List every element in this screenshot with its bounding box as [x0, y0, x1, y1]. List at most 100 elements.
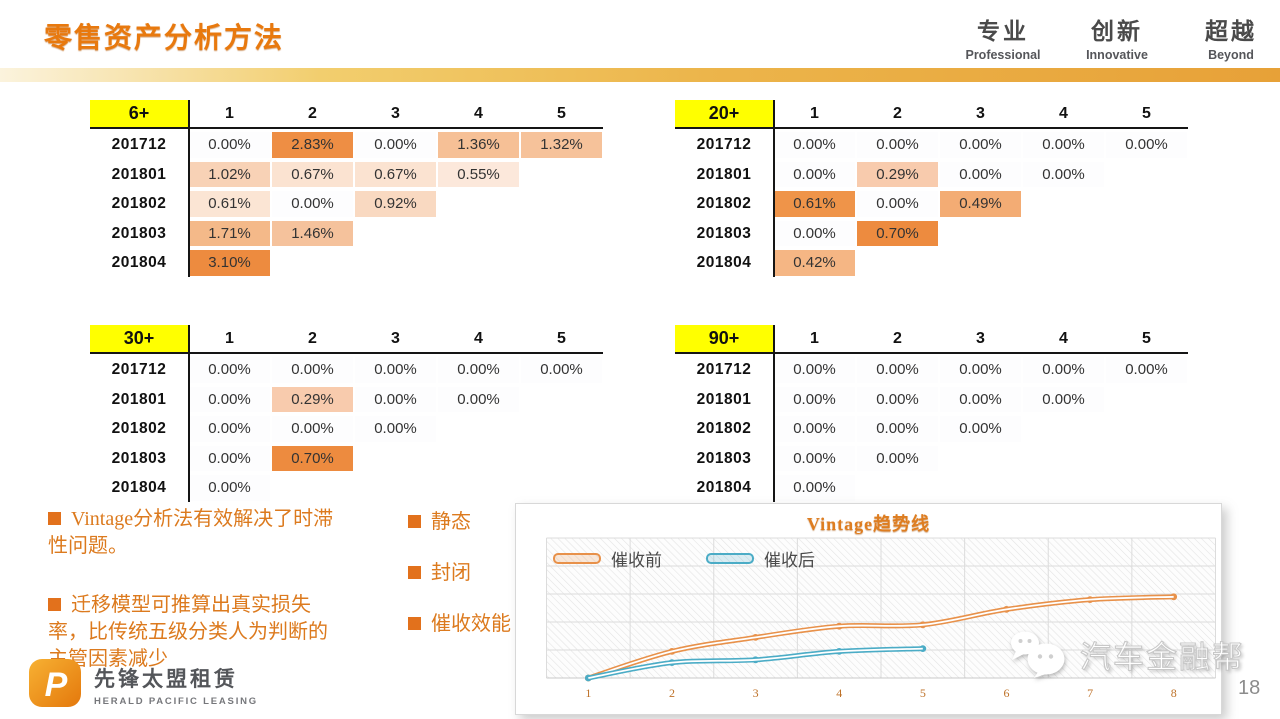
table-cell: 0.00%	[1105, 131, 1188, 159]
table-column-header: 5	[557, 330, 566, 347]
table-header-row: 90+ 1 2 3 4 5	[675, 325, 1188, 352]
chart-legend: 催收前 催收后	[553, 546, 815, 571]
table-cell: 1.32%	[520, 131, 603, 159]
table-cell: 0.00%	[939, 415, 1022, 443]
table-row: 201803 0.00% 0.70%	[675, 219, 1188, 247]
table-row-label: 201712	[111, 136, 167, 153]
table-cell: 0.00%	[188, 444, 271, 472]
table-cell: 0.00%	[856, 190, 939, 218]
svg-text:P: P	[45, 666, 68, 704]
table-row-label: 201802	[696, 420, 752, 437]
table-column-header: 4	[474, 105, 483, 122]
table-row: 201802 0.61% 0.00% 0.49%	[675, 190, 1188, 218]
table-cell: 0.00%	[773, 385, 856, 413]
table-column-header: 2	[893, 105, 902, 122]
header-motto: 专业 Professional 创新 Innovative 超越 Beyond	[962, 12, 1272, 62]
table-row-label: 201803	[696, 449, 752, 467]
x-tick-label: 1	[585, 686, 591, 700]
table-cell: 0.00%	[773, 444, 856, 472]
table-cell: 3.10%	[188, 249, 271, 277]
table-bucket-label: 6+	[90, 100, 188, 127]
table-cell: 0.00%	[856, 385, 939, 413]
table-row-label: 201804	[111, 254, 167, 271]
table-row: 201802 0.00% 0.00% 0.00%	[675, 415, 1188, 443]
x-tick-label: 5	[920, 686, 926, 700]
legend-item-2: 催收后	[706, 546, 815, 571]
note-text: Vintage分析法有效解决了时滞性问题。	[48, 508, 334, 557]
vintage-trend-chart: 1 2 3 4 5 6 7 8	[546, 537, 1216, 700]
table-cell: 0.00%	[188, 385, 271, 413]
table-row: 201802 0.61% 0.00% 0.92%	[90, 190, 603, 218]
table-header-divider	[675, 352, 1188, 354]
x-tick-label: 6	[1003, 686, 1009, 700]
note-text: 催收效能	[431, 613, 511, 635]
note-item-3: 催收效能	[408, 611, 511, 637]
table-cell: 1.02%	[188, 160, 271, 188]
table-cell: 0.00%	[1022, 160, 1105, 188]
table-cell: 0.49%	[939, 190, 1022, 218]
table-row-label: 201802	[111, 195, 167, 212]
table-row-label: 201803	[111, 449, 167, 467]
table-cell: 0.00%	[271, 415, 354, 443]
legend-label: 催收前	[611, 551, 662, 570]
table-row-label: 201803	[696, 224, 752, 242]
table-cell: 0.61%	[773, 190, 856, 218]
x-tick-label: 4	[836, 686, 842, 700]
table-cell: 0.00%	[437, 385, 520, 413]
chart-title: Vintage趋势线	[806, 514, 931, 534]
table-cell: 0.00%	[773, 160, 856, 188]
table-axis-line	[188, 100, 190, 277]
table-cell: 0.00%	[271, 356, 354, 384]
table-header-row: 30+ 1 2 3 4 5	[90, 325, 603, 352]
table-cell: 0.00%	[773, 219, 856, 247]
table-cell: 0.00%	[520, 356, 603, 384]
table-cell: 0.00%	[939, 131, 1022, 159]
vintage-table-90plus: 90+ 1 2 3 4 5 201712 0.00% 0.00% 0.00% 0.00% 0.00% 2…	[675, 325, 1188, 502]
accent-bar	[0, 68, 1280, 82]
table-row: 201803 0.00% 0.00%	[675, 444, 1188, 472]
bullet-square-icon	[408, 515, 421, 528]
table-column-header: 3	[976, 330, 985, 347]
table-cell: 0.00%	[437, 356, 520, 384]
table-column-header: 4	[1059, 105, 1068, 122]
note-item-1: 静态	[408, 509, 511, 535]
table-cell: 0.00%	[939, 160, 1022, 188]
x-tick-label: 2	[669, 686, 675, 700]
table-header-row: 6+ 1 2 3 4 5	[90, 100, 603, 127]
motto-item-3: 超越 Beyond	[1190, 12, 1272, 62]
table-bucket-label: 90+	[675, 325, 773, 352]
table-cell: 0.42%	[773, 249, 856, 277]
table-cell: 0.67%	[354, 160, 437, 188]
series-marker	[919, 645, 927, 652]
table-cell: 1.71%	[188, 219, 271, 247]
table-column-header: 5	[557, 105, 566, 122]
company-name-en: HERALD PACIFIC LEASING	[94, 696, 258, 707]
table-cell: 0.00%	[1022, 356, 1105, 384]
motto-chinese: 专业	[977, 18, 1029, 44]
table-row: 201801 1.02% 0.67% 0.67% 0.55%	[90, 160, 603, 188]
bullet-square-icon	[408, 566, 421, 579]
table-row-label: 201712	[111, 361, 167, 378]
company-name-cn: 先锋太盟租赁	[94, 668, 238, 691]
motto-item-2: 创新 Innovative	[1076, 12, 1158, 62]
table-row-label: 201802	[696, 195, 752, 212]
table-column-header: 1	[225, 330, 234, 347]
table-row-label: 201804	[111, 479, 167, 496]
table-cell: 0.00%	[188, 356, 271, 384]
note-text: 封闭	[431, 562, 471, 584]
motto-english: Professional	[965, 48, 1041, 62]
table-header-divider	[675, 127, 1188, 129]
table-cell: 0.70%	[271, 444, 354, 472]
table-cell: 1.46%	[271, 219, 354, 247]
legend-line-swatch	[553, 553, 601, 564]
motto-english: Innovative	[1086, 48, 1148, 62]
table-row: 201712 0.00% 0.00% 0.00% 0.00% 0.00%	[90, 356, 603, 384]
table-row-label: 201801	[696, 390, 752, 408]
watermark-text: 汽车金融帮	[1079, 639, 1245, 675]
bullet-square-icon	[48, 598, 61, 611]
table-bucket-label: 20+	[675, 100, 773, 127]
table-axis-line	[773, 325, 775, 502]
table-cell: 0.00%	[856, 415, 939, 443]
table-row-label: 201804	[696, 254, 752, 271]
motto-chinese: 超越	[1205, 18, 1257, 44]
